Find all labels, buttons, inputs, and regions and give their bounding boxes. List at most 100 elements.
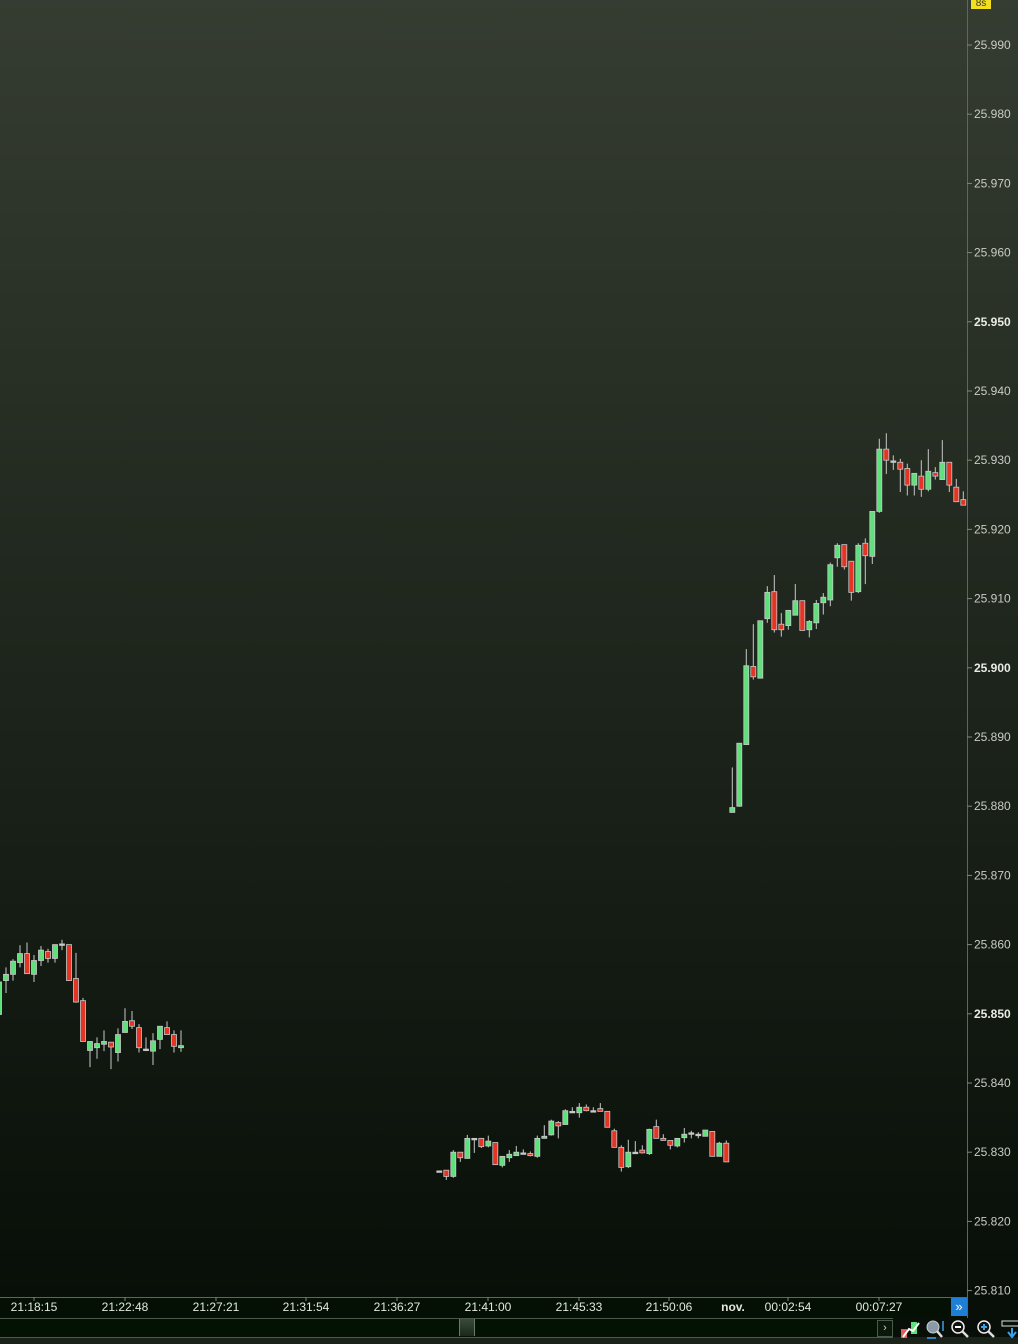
- candle[interactable]: [946, 461, 953, 493]
- candle[interactable]: [108, 1041, 114, 1070]
- candle[interactable]: [834, 543, 841, 567]
- candle[interactable]: [750, 624, 757, 680]
- candle[interactable]: [143, 1037, 149, 1052]
- zoom-fit-icon[interactable]: [924, 1319, 946, 1341]
- candle[interactable]: [66, 944, 72, 981]
- candle[interactable]: [785, 609, 792, 630]
- candle[interactable]: [848, 560, 855, 601]
- candle[interactable]: [506, 1150, 513, 1162]
- candle[interactable]: [953, 478, 960, 503]
- candle[interactable]: [583, 1104, 590, 1112]
- scrollbar-thumb[interactable]: [459, 1319, 475, 1336]
- candle[interactable]: [883, 433, 890, 475]
- candle[interactable]: [80, 997, 86, 1042]
- candle[interactable]: [499, 1155, 506, 1168]
- candle[interactable]: [799, 600, 806, 631]
- candle[interactable]: [918, 460, 925, 497]
- candle[interactable]: [869, 511, 876, 564]
- candle[interactable]: [178, 1030, 184, 1052]
- candle[interactable]: [457, 1151, 464, 1162]
- zoom-in-icon[interactable]: [976, 1319, 998, 1341]
- candle[interactable]: [513, 1145, 520, 1157]
- candle[interactable]: [527, 1151, 534, 1157]
- candle[interactable]: [520, 1149, 527, 1155]
- candle[interactable]: [59, 939, 65, 951]
- price-axis[interactable]: [968, 0, 1018, 1297]
- candle[interactable]: [709, 1131, 716, 1157]
- candle[interactable]: [136, 1024, 142, 1053]
- candle[interactable]: [485, 1135, 492, 1148]
- candle[interactable]: [639, 1145, 646, 1154]
- candle[interactable]: [632, 1141, 639, 1155]
- candle[interactable]: [827, 562, 834, 607]
- candle[interactable]: [3, 967, 9, 994]
- candle[interactable]: [464, 1134, 471, 1159]
- candle[interactable]: [492, 1142, 499, 1166]
- candle[interactable]: [890, 455, 897, 470]
- scroll-to-end-icon[interactable]: [1001, 1319, 1018, 1341]
- candle[interactable]: [122, 1008, 128, 1033]
- candle[interactable]: [841, 544, 848, 570]
- candle[interactable]: [10, 959, 16, 981]
- candle[interactable]: [743, 649, 750, 746]
- scroll-right-button[interactable]: ›: [877, 1320, 893, 1337]
- candle[interactable]: [548, 1119, 555, 1136]
- candle[interactable]: [729, 767, 736, 813]
- candle[interactable]: [939, 440, 946, 480]
- candle[interactable]: [897, 458, 904, 493]
- candle[interactable]: [478, 1137, 485, 1149]
- candle[interactable]: [667, 1140, 674, 1150]
- candle[interactable]: [723, 1140, 730, 1163]
- candle[interactable]: [876, 438, 883, 513]
- candle[interactable]: [932, 467, 939, 480]
- candle[interactable]: [611, 1128, 618, 1148]
- candle[interactable]: [911, 472, 918, 496]
- candle[interactable]: [115, 1028, 121, 1062]
- candle[interactable]: [38, 945, 44, 967]
- candle[interactable]: [562, 1109, 569, 1125]
- candle[interactable]: [925, 449, 932, 492]
- candle[interactable]: [597, 1103, 604, 1112]
- candle[interactable]: [0, 980, 2, 1015]
- candle[interactable]: [757, 620, 764, 679]
- candle[interactable]: [157, 1025, 163, 1050]
- candle[interactable]: [716, 1141, 723, 1157]
- candle[interactable]: [73, 952, 79, 1003]
- candle[interactable]: [150, 1033, 156, 1066]
- candle[interactable]: [792, 584, 799, 616]
- horizontal-scrollbar[interactable]: [0, 1318, 893, 1338]
- plot-area[interactable]: [0, 0, 967, 1297]
- candle[interactable]: [590, 1107, 597, 1113]
- candle[interactable]: [646, 1128, 653, 1155]
- candle[interactable]: [618, 1145, 625, 1172]
- candle[interactable]: [806, 620, 813, 638]
- candle[interactable]: [471, 1137, 478, 1153]
- candle[interactable]: [855, 543, 862, 594]
- candle[interactable]: [660, 1134, 667, 1141]
- candle[interactable]: [576, 1103, 583, 1118]
- candle[interactable]: [17, 945, 23, 968]
- candle[interactable]: [164, 1021, 170, 1035]
- candle[interactable]: [904, 463, 911, 496]
- time-axis[interactable]: [0, 1297, 967, 1318]
- candle-bar-toggle-icon[interactable]: [899, 1319, 921, 1341]
- candle[interactable]: [625, 1139, 632, 1169]
- candle[interactable]: [171, 1030, 177, 1053]
- candle[interactable]: [688, 1130, 695, 1139]
- candle[interactable]: [771, 575, 778, 633]
- candle[interactable]: [101, 1030, 107, 1052]
- zoom-out-icon[interactable]: [950, 1319, 972, 1341]
- candle[interactable]: [555, 1121, 562, 1139]
- candle[interactable]: [31, 954, 37, 982]
- candle[interactable]: [94, 1037, 100, 1059]
- candle[interactable]: [52, 944, 58, 963]
- candle[interactable]: [695, 1132, 702, 1139]
- candle[interactable]: [541, 1125, 548, 1139]
- candle[interactable]: [960, 491, 967, 506]
- candle[interactable]: [862, 538, 869, 585]
- candle[interactable]: [820, 593, 827, 615]
- candle[interactable]: [736, 742, 743, 807]
- candle[interactable]: [604, 1110, 611, 1128]
- candle[interactable]: [702, 1129, 709, 1137]
